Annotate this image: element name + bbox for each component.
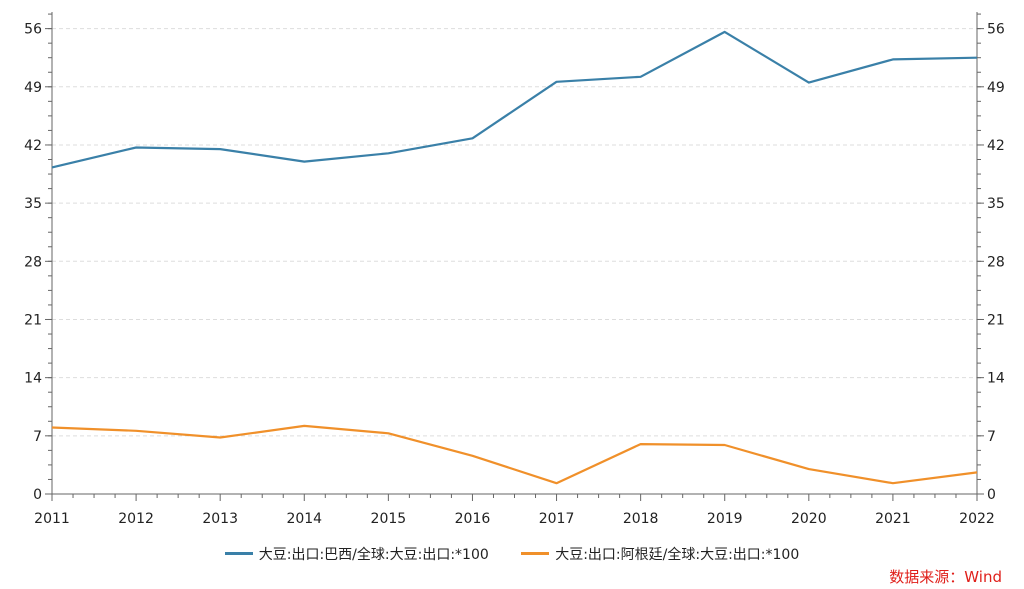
- right-tick-label: 56: [987, 22, 1005, 38]
- left-tick-label: 21: [24, 312, 42, 328]
- series-line-brazil: [51, 30, 978, 169]
- legend-swatch-argentina: [521, 552, 550, 555]
- x-tick-label: 2018: [623, 511, 659, 527]
- left-tick-label: 14: [24, 371, 42, 387]
- left-tick-label: 7: [33, 429, 42, 445]
- right-tick-label: 7: [987, 429, 996, 445]
- series-line-argentina: [51, 424, 978, 485]
- x-tick-label: 2022: [959, 511, 995, 527]
- x-tick-label: 2021: [875, 511, 911, 527]
- legend: 大豆:出口:巴西/全球:大豆:出口:*100 大豆:出口:阿根廷/全球:大豆:出…: [0, 543, 1024, 564]
- legend-item-argentina: 大豆:出口:阿根廷/全球:大豆:出口:*100: [521, 544, 799, 564]
- series-lines: [51, 30, 978, 485]
- right-tick-label: 42: [987, 138, 1005, 154]
- left-axis: 0 7 14 21 28 35 42 49 56: [24, 12, 53, 503]
- data-source-note: 数据来源：Wind: [889, 568, 1002, 586]
- x-tick-label: 2012: [118, 511, 154, 527]
- x-tick-label: 2020: [791, 511, 827, 527]
- legend-label-argentina: 大豆:出口:阿根廷/全球:大豆:出口:*100: [555, 546, 800, 563]
- left-tick-label: 56: [24, 22, 42, 38]
- right-tick-label: 49: [987, 80, 1005, 96]
- x-tick-label: 2017: [539, 511, 575, 527]
- right-tick-label: 35: [987, 196, 1005, 212]
- right-tick-label: 28: [987, 254, 1005, 270]
- left-tick-label: 28: [24, 254, 42, 270]
- x-tick-label: 2011: [34, 511, 70, 527]
- x-tick-label: 2015: [371, 511, 407, 527]
- legend-swatch-brazil: [224, 552, 253, 555]
- left-tick-label: 35: [24, 196, 42, 212]
- x-tick-label: 2019: [707, 511, 743, 527]
- left-tick-label: 0: [33, 487, 42, 503]
- left-tick-label: 42: [24, 138, 42, 154]
- right-tick-label: 14: [987, 371, 1005, 387]
- left-tick-label: 49: [24, 80, 42, 96]
- x-tick-label: 2016: [455, 511, 491, 527]
- x-tick-label: 2014: [286, 511, 322, 527]
- legend-item-brazil: 大豆:出口:巴西/全球:大豆:出口:*100: [224, 544, 489, 564]
- right-tick-label: 21: [987, 312, 1005, 328]
- legend-label-brazil: 大豆:出口:巴西/全球:大豆:出口:*100: [258, 546, 489, 563]
- x-axis: 2011 2012 2013 2014 2015 2016 2017 2018 2019 2020…: [34, 493, 995, 527]
- right-tick-label: 0: [987, 487, 996, 503]
- x-tick-label: 2013: [202, 511, 238, 527]
- grid-lines: [52, 28, 977, 437]
- right-axis: 0 7 14 21 28 35 42 49 56: [976, 12, 1005, 503]
